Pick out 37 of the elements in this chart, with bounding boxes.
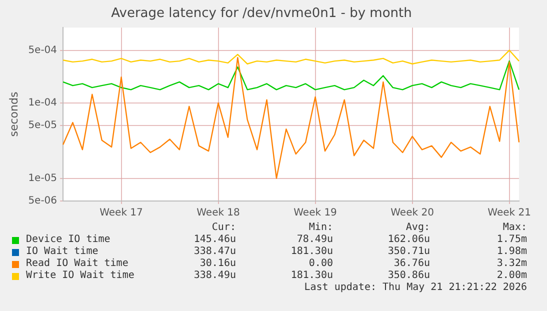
text: 181.30u [290,246,333,258]
text: 162.06u [386,234,430,246]
text: Last update: Thu May 21 21:21:22 2026 [303,282,527,294]
text: 181.30u [290,270,333,282]
text: 1.98m [496,246,527,258]
y-tick-label: 5e-05 [28,120,58,132]
x-tick-label: Week 20 [390,208,434,219]
legend-label: Device IO time [26,234,110,246]
text: 338.49u [192,270,236,282]
chart-title: Average latency for /dev/nvme0n1 - by month [111,6,412,22]
y-tick-label: 1e-05 [28,172,58,184]
y-tick-label: 5e-04 [28,44,58,56]
text: 145.46u [192,234,236,246]
text: 1.75m [496,234,527,246]
y-tick-label: 1e-04 [28,98,58,109]
x-tick-label: Week 18 [196,208,240,219]
x-tick-label: Week 17 [100,208,143,219]
legend-label: IO Wait time [26,246,98,258]
text: Avg: [404,222,430,234]
legend-label: Write IO Wait time [26,270,134,282]
text: 78.49u [296,234,333,246]
text: 36.76u [392,258,430,270]
y-axis-title: seconds [7,92,20,137]
text: Min: [308,222,333,234]
text: 30.16u [198,258,236,270]
x-tick-label: Week 21 [488,208,531,219]
text: 350.86u [386,270,430,282]
y-tick-label: 5e-06 [28,196,58,207]
text: Max: [502,222,527,234]
text: 0.00 [308,258,333,270]
x-tick-label: Week 19 [294,208,337,219]
legend-label: Read IO Wait time [26,258,128,270]
text: 338.47u [192,246,236,258]
text: 350.71u [386,246,430,258]
text: Cur: [210,222,236,234]
text: 3.32m [496,258,527,270]
text: 2.00m [496,270,527,282]
